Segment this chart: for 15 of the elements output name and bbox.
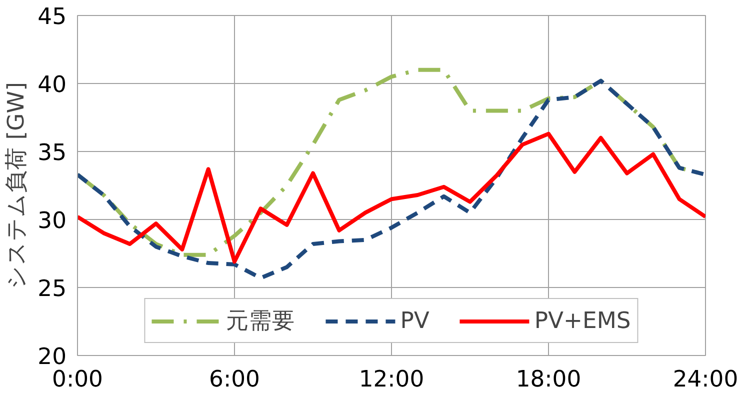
y-tick-label: 35 — [38, 140, 67, 166]
line-series — [78, 78, 706, 280]
x-tick-label: 12:00 — [358, 366, 424, 392]
line-series — [78, 132, 706, 264]
x-tick-label: 6:00 — [209, 366, 260, 392]
legend-label: PV+EMS — [534, 308, 631, 334]
y-axis-title: システム負荷 [GW] — [4, 82, 30, 289]
x-tick-label: 18:00 — [516, 366, 582, 392]
y-tick-label: 45 — [38, 4, 67, 30]
y-tick-label: 25 — [38, 276, 67, 302]
x-tick-label: 24:00 — [672, 366, 738, 392]
legend-label: PV — [400, 308, 430, 334]
y-tick-label: 30 — [38, 208, 67, 234]
legend-label: 元需要 — [226, 307, 296, 336]
y-tick-label: 40 — [38, 72, 67, 98]
